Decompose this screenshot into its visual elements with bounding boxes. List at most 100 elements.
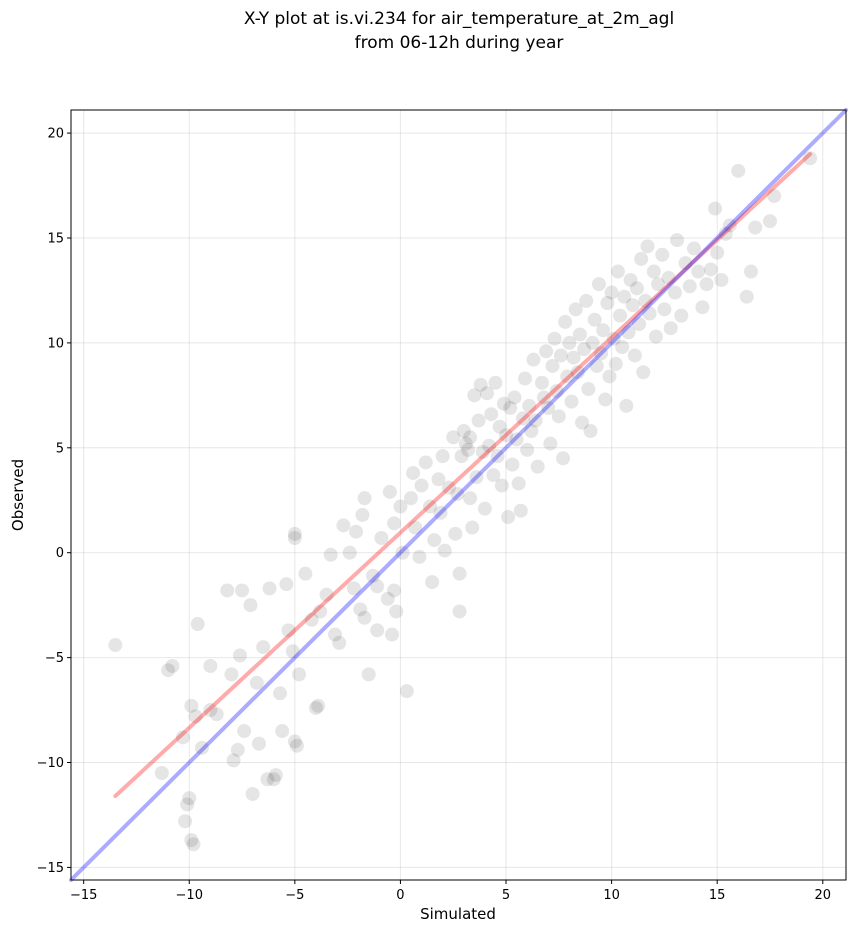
- data-point: [545, 358, 560, 373]
- data-point: [342, 545, 357, 560]
- chart-title: X-Y plot at is.vi.234 for air_temperatur…: [244, 9, 674, 29]
- data-point: [452, 566, 467, 581]
- data-point: [496, 396, 511, 411]
- data-point: [613, 308, 628, 323]
- data-point: [353, 602, 368, 617]
- data-point: [232, 648, 247, 663]
- data-point: [494, 478, 509, 493]
- data-point: [528, 413, 543, 428]
- data-point: [165, 658, 180, 673]
- x-tick-label: 0: [396, 888, 404, 903]
- data-point: [454, 449, 469, 464]
- data-point: [336, 518, 351, 533]
- data-point: [600, 296, 615, 311]
- x-tick-label: 15: [709, 888, 726, 903]
- data-point: [203, 658, 218, 673]
- data-point: [515, 411, 530, 426]
- data-point: [520, 442, 535, 457]
- data-point: [399, 684, 414, 699]
- data-point: [273, 686, 288, 701]
- data-point: [691, 264, 706, 279]
- data-point: [437, 543, 452, 558]
- data-point: [507, 390, 522, 405]
- data-point: [549, 384, 564, 399]
- data-point: [332, 635, 347, 650]
- data-point: [237, 724, 252, 739]
- data-point: [627, 348, 642, 363]
- data-point: [188, 709, 203, 724]
- data-point: [803, 151, 818, 166]
- data-point: [710, 245, 725, 260]
- data-point: [285, 644, 300, 659]
- data-point: [448, 526, 463, 541]
- data-point: [767, 189, 782, 204]
- data-point: [184, 833, 199, 848]
- data-point: [287, 531, 302, 546]
- data-point: [203, 703, 218, 718]
- data-point: [598, 392, 613, 407]
- data-point: [596, 323, 611, 338]
- data-point: [414, 478, 429, 493]
- data-point: [382, 484, 397, 499]
- data-point: [304, 612, 319, 627]
- data-point: [380, 591, 395, 606]
- data-point: [587, 312, 602, 327]
- data-point: [190, 617, 205, 632]
- data-point: [670, 233, 685, 248]
- data-point: [743, 264, 758, 279]
- data-point: [349, 524, 364, 539]
- data-point: [175, 730, 190, 745]
- data-point: [543, 436, 558, 451]
- data-point: [355, 507, 370, 522]
- data-point: [431, 472, 446, 487]
- data-point: [452, 604, 467, 619]
- data-point: [560, 369, 575, 384]
- plot-frame: [70, 109, 847, 881]
- chart-subtitle: from 06-12h during year: [355, 33, 564, 53]
- grid: [71, 110, 846, 880]
- x-tick-label: −5: [285, 888, 304, 903]
- data-point: [180, 797, 195, 812]
- data-point: [308, 700, 323, 715]
- data-point: [161, 663, 176, 678]
- data-point: [617, 289, 632, 304]
- data-point: [699, 277, 714, 292]
- y-tick-label: −15: [37, 861, 64, 876]
- x-tick-label: 5: [502, 888, 510, 903]
- data-point: [220, 583, 235, 598]
- data-point: [526, 352, 541, 367]
- data-point: [585, 335, 600, 350]
- data-point: [463, 430, 478, 445]
- data-point: [591, 277, 606, 292]
- data-point: [629, 281, 644, 296]
- data-point: [458, 436, 473, 451]
- data-point: [610, 264, 625, 279]
- data-point: [395, 545, 410, 560]
- data-point: [465, 520, 480, 535]
- y-axis-ticks: −15 −10 −5 0 5 10 15 20: [37, 127, 71, 876]
- data-point: [450, 486, 465, 501]
- data-point: [467, 388, 482, 403]
- data-point: [589, 358, 604, 373]
- data-point: [621, 325, 636, 340]
- y-tick-label: 20: [47, 127, 64, 142]
- data-point: [186, 837, 201, 852]
- y-tick-label: 0: [56, 546, 64, 561]
- x-tick-label: −10: [176, 888, 203, 903]
- x-axis-ticks: −15 −10 −5 0 5 10 15 20: [70, 880, 831, 903]
- data-point: [486, 468, 501, 483]
- data-point: [722, 218, 737, 233]
- data-point: [408, 520, 423, 535]
- data-point: [530, 459, 545, 474]
- data-point: [551, 409, 566, 424]
- data-point: [682, 279, 697, 294]
- data-point: [651, 277, 666, 292]
- y-tick-label: 10: [47, 336, 64, 351]
- data-point: [608, 356, 623, 371]
- data-point: [243, 598, 258, 613]
- x-tick-label: −15: [70, 888, 97, 903]
- data-point: [433, 505, 448, 520]
- data-point: [714, 272, 729, 287]
